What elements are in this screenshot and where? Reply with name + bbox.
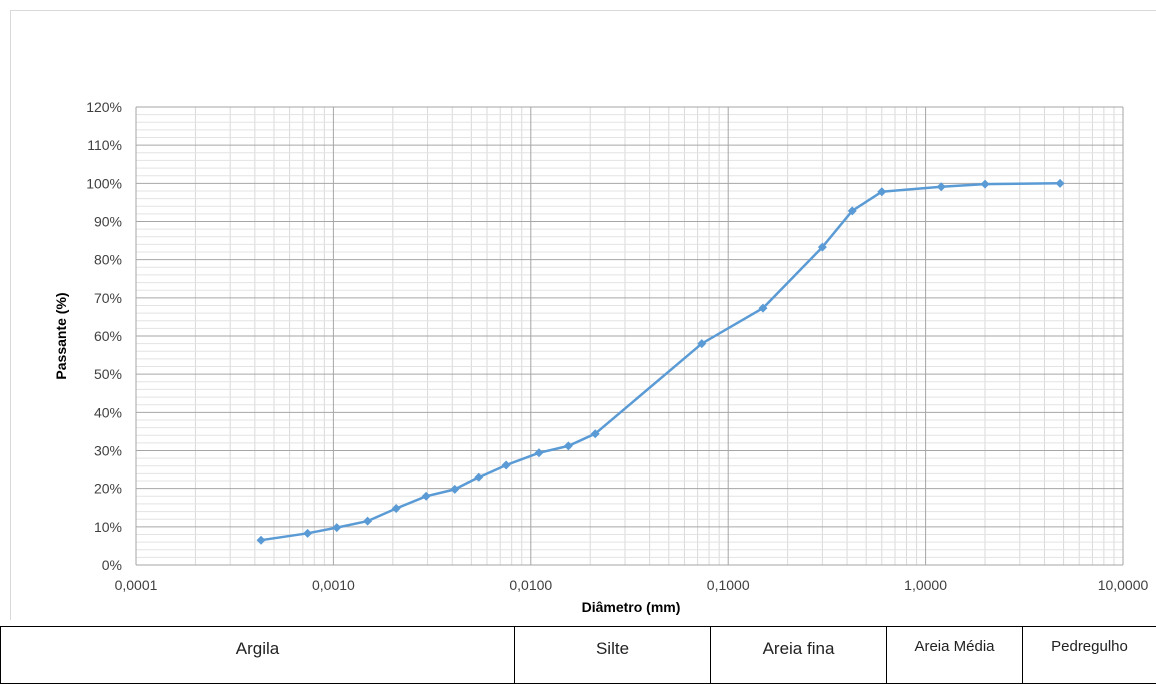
data-point-marker (847, 206, 857, 216)
x-tick-label: 0,0100 (509, 577, 552, 593)
y-tick-label: 60% (94, 328, 122, 344)
major-grid (135, 106, 1124, 566)
data-point-marker (758, 303, 768, 313)
y-tick-label: 80% (94, 252, 122, 268)
y-tick-label: 110% (87, 137, 122, 153)
chart-frame (10, 10, 1156, 620)
data-point-marker (697, 339, 707, 349)
data-point-marker (877, 187, 887, 197)
y-tick-label: 50% (94, 366, 122, 382)
y-tick-label: 40% (94, 404, 122, 420)
x-tick-label: 1,0000 (904, 577, 947, 593)
data-markers (256, 178, 1065, 545)
y-axis-title: Passante (%) (53, 292, 69, 379)
x-tick-label: 10,0000 (1098, 577, 1149, 593)
data-point-marker (817, 242, 827, 252)
data-point-marker (936, 182, 946, 192)
y-tick-label: 120% (86, 99, 122, 115)
data-point-marker (501, 460, 511, 470)
granulometric-chart: 0% 10% 20% 30% 40% 50% 60% 70% 80% 90% 100% 110% 120… (53, 99, 1149, 615)
data-point-marker (980, 179, 990, 189)
data-point-marker (256, 535, 266, 545)
y-tick-label: 20% (94, 481, 122, 497)
data-point-marker (332, 523, 342, 533)
data-point-marker (421, 491, 431, 501)
series-line (260, 182, 1061, 542)
x-tick-label: 0,1000 (707, 577, 750, 593)
x-axis-title: Diâmetro (mm) (582, 599, 681, 615)
data-point-marker (534, 448, 544, 458)
y-tick-label: 30% (94, 443, 122, 459)
y-tick-label: 100% (86, 175, 122, 191)
x-tick-labels: 0,0001 0,0010 0,0100 0,1000 1,0000 10,0000 (115, 577, 1149, 593)
class-cell-argila: Argila (0, 626, 515, 684)
class-cell-pedregulho: Pedregulho (1022, 626, 1156, 684)
y-tick-labels: 0% 10% 20% 30% 40% 50% 60% 70% 80% 90% 100% 110% 120… (86, 99, 122, 573)
x-tick-label: 0,0010 (312, 577, 355, 593)
data-point-marker (474, 472, 484, 482)
data-point-marker (303, 528, 313, 538)
y-tick-label: 90% (94, 214, 122, 230)
data-point-marker (391, 504, 401, 514)
data-point-marker (363, 516, 373, 526)
class-cell-areia-fina: Areia fina (710, 626, 887, 684)
classification-row: Argila Silte Areia fina Areia Média Pedr… (0, 626, 1156, 684)
data-point-marker (450, 484, 460, 494)
class-cell-silte: Silte (514, 626, 711, 684)
data-point-marker (563, 441, 573, 451)
y-tick-label: 70% (94, 290, 122, 306)
data-point-marker (1055, 178, 1065, 188)
x-tick-label: 0,0001 (115, 577, 158, 593)
class-cell-areia-media: Areia Média (886, 626, 1023, 684)
y-tick-label: 10% (94, 519, 122, 535)
y-tick-label: 0% (102, 557, 122, 573)
classification-table: Argila Silte Areia fina Areia Média Pedr… (0, 626, 1156, 684)
data-point-marker (590, 429, 600, 439)
